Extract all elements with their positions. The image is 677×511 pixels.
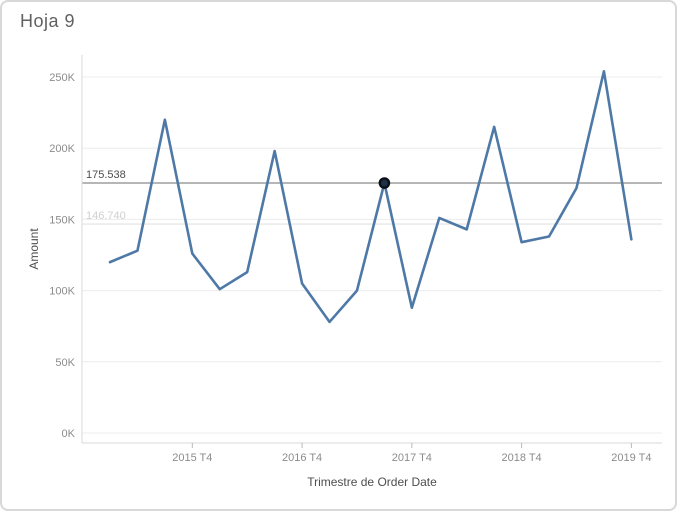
y-tick-label: 50K [55,357,75,369]
y-tick-label: 150K [49,214,75,226]
y-tick-label: 100K [49,286,75,298]
y-tick-label: 250K [49,72,75,84]
selected-point-marker[interactable] [378,177,391,189]
sheet-title: Hoja 9 [20,11,76,31]
y-axis-title: Amount [27,228,41,270]
reference-line-label: 175.538 [86,169,126,181]
x-tick-label: 2017 T4 [392,452,432,464]
x-tick-label: 2016 T4 [282,452,322,464]
x-tick-label: 2018 T4 [502,452,542,464]
y-tick-label: 0K [62,428,76,440]
x-tick-label: 2019 T4 [611,452,651,464]
reference-line-label: 146.740 [86,210,126,222]
x-axis-title: Trimestre de Order Date [307,475,437,489]
x-tick-label: 2015 T4 [172,452,212,464]
y-tick-label: 200K [49,143,75,155]
trend-line[interactable] [108,70,633,324]
